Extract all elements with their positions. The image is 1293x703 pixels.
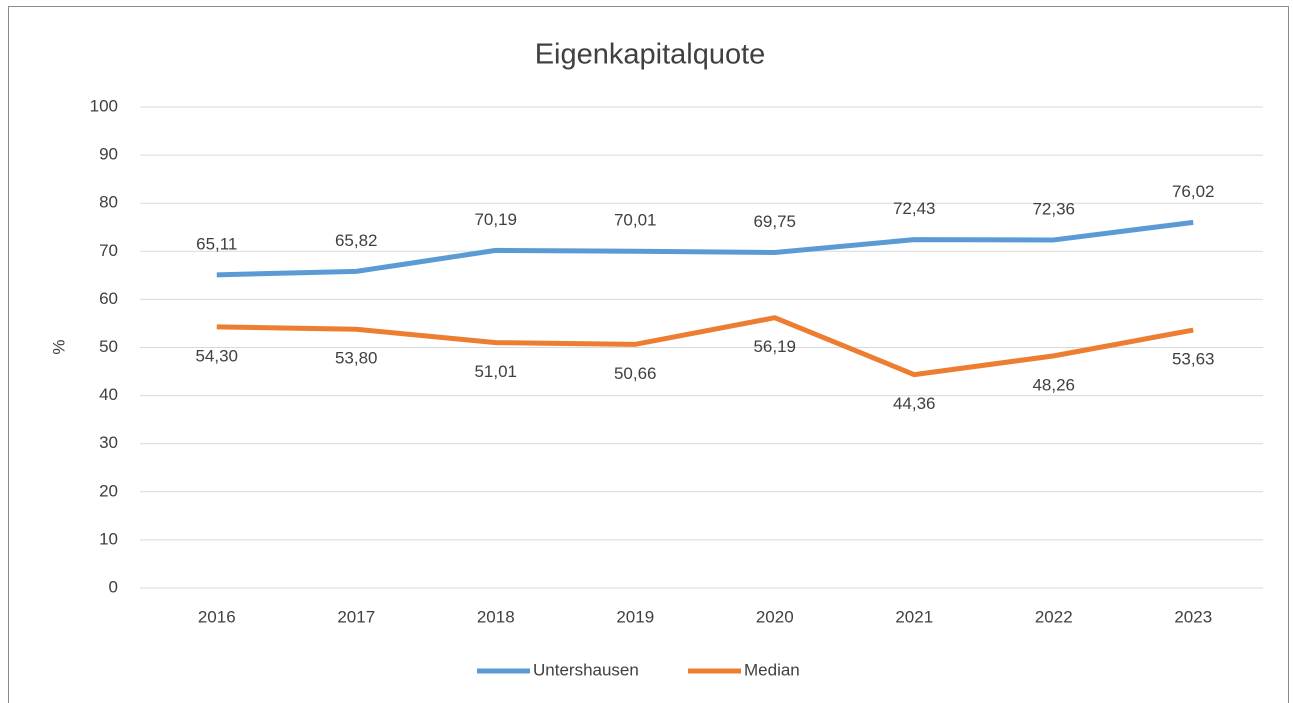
y-tick-label: 20 [99,481,118,500]
data-label: 72,36 [1032,199,1075,218]
data-label: 44,36 [893,394,936,413]
y-tick-label: 100 [90,96,118,115]
legend-label: Median [744,660,800,679]
data-label: 65,82 [335,231,378,250]
x-tick-label: 2022 [1035,607,1073,626]
x-tick-label: 2018 [477,607,515,626]
data-label: 65,11 [196,234,237,253]
data-label: 72,43 [893,199,936,218]
y-axis-label: % [49,339,68,354]
data-label: 76,02 [1172,182,1215,201]
data-label: 50,66 [614,364,657,383]
y-tick-label: 50 [99,337,118,356]
data-label: 53,63 [1172,350,1215,369]
data-label: 51,01 [474,362,517,381]
data-label: 70,01 [614,211,657,230]
x-tick-label: 2017 [337,607,375,626]
x-tick-label: 2023 [1174,607,1212,626]
y-tick-label: 10 [99,529,118,548]
data-label: 56,19 [753,337,796,356]
x-tick-label: 2019 [616,607,654,626]
x-tick-label: 2016 [198,607,236,626]
chart-title: Eigenkapitalquote [535,39,766,71]
legend-label: Untershausen [533,660,639,679]
y-tick-label: 80 [99,193,118,212]
chart-frame [8,6,1289,703]
y-tick-label: 60 [99,289,118,308]
y-tick-label: 90 [99,145,118,164]
data-label: 48,26 [1032,375,1075,394]
y-tick-label: 70 [99,241,118,260]
y-tick-label: 40 [99,385,118,404]
data-label: 70,19 [474,210,517,229]
line-series [216,219,1194,278]
data-label: 53,80 [335,349,378,368]
data-label: 54,30 [195,346,238,365]
data-label: 69,75 [753,212,796,231]
y-tick-label: 0 [109,577,118,596]
x-tick-label: 2020 [756,607,794,626]
x-tick-label: 2021 [895,607,933,626]
y-tick-label: 30 [99,433,118,452]
line-series [216,315,1194,378]
